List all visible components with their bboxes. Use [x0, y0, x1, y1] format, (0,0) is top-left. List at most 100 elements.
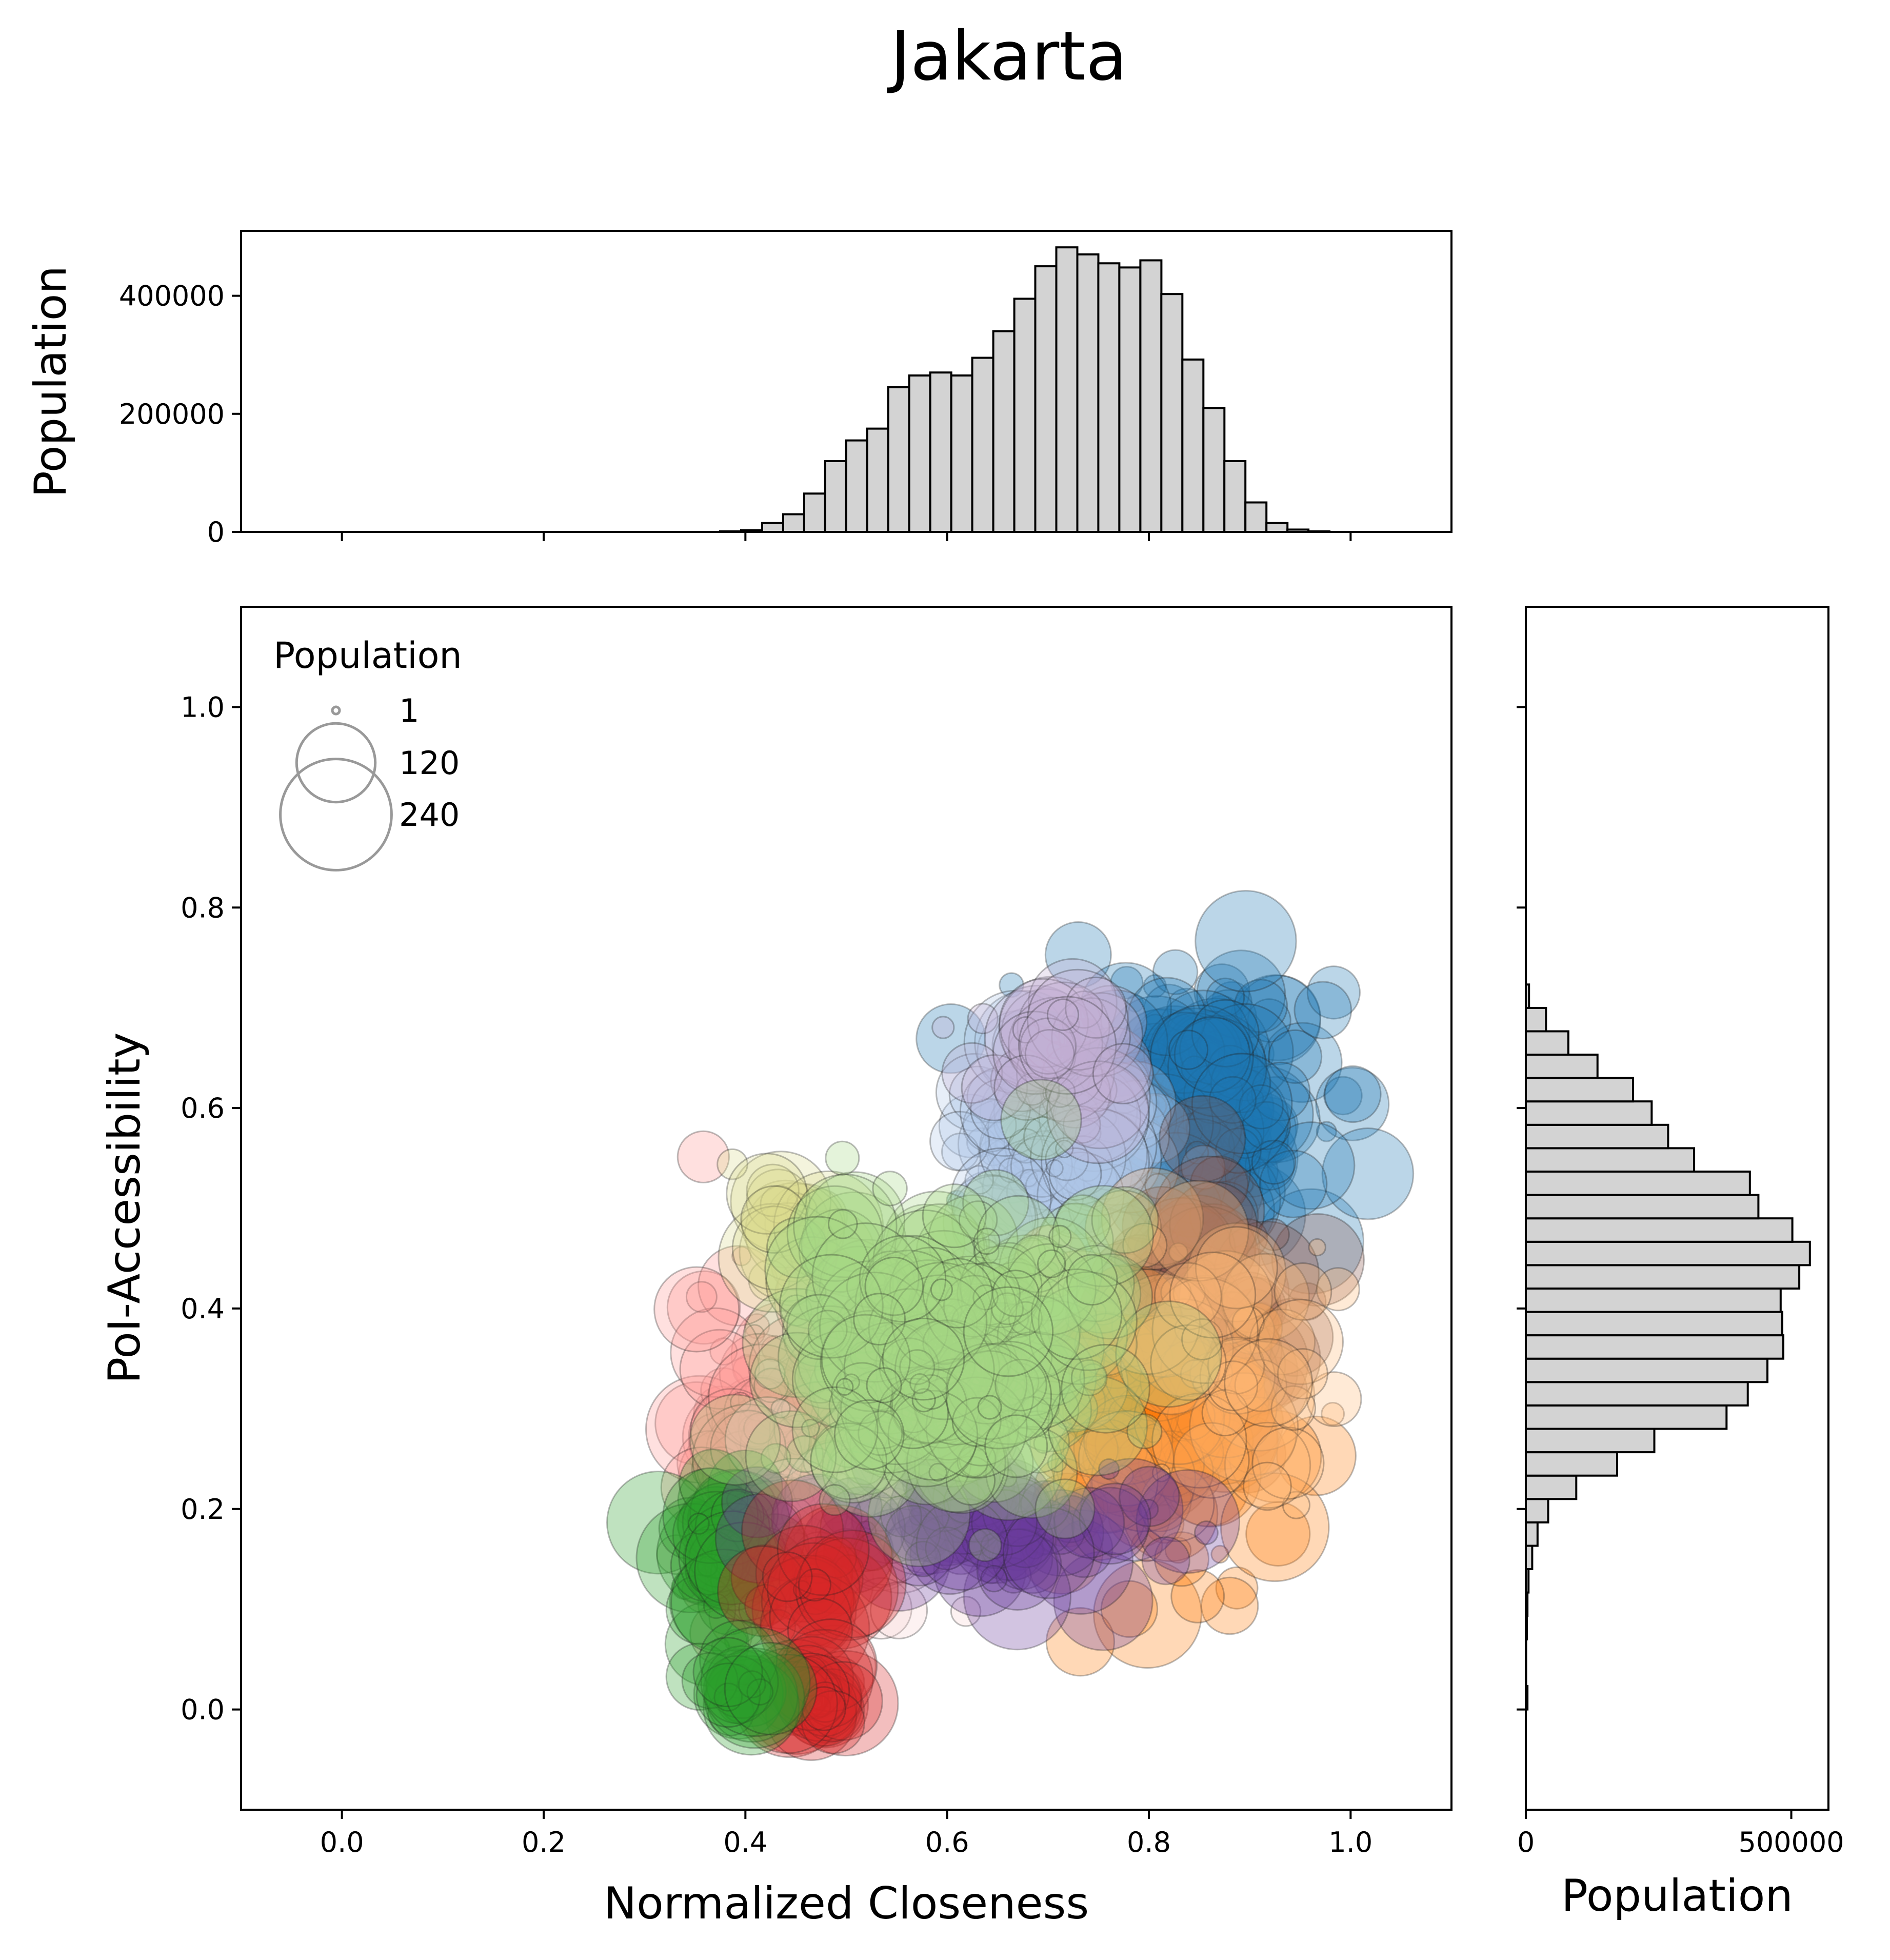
scatter-point	[835, 1288, 919, 1372]
scatter-point	[957, 1098, 1049, 1190]
scatter-point	[702, 1430, 791, 1519]
scatter-point	[964, 1420, 994, 1451]
scatter-point	[993, 1054, 1060, 1121]
scatter-xtick-label: 0.8	[1127, 1826, 1171, 1858]
top-histogram-bars	[719, 246, 1331, 533]
scatter-point	[909, 1514, 991, 1595]
scatter-point	[867, 1464, 971, 1568]
scatter-point	[846, 1265, 888, 1308]
scatter-point	[922, 1556, 940, 1575]
scatter-point	[1073, 985, 1148, 1060]
scatter-point	[797, 1319, 881, 1403]
scatter-point	[1019, 1499, 1075, 1555]
top-histogram-bar	[1181, 358, 1205, 533]
right-histogram-bar	[1525, 1451, 1618, 1477]
scatter-point	[1077, 1263, 1182, 1368]
scatter-point	[687, 1470, 790, 1574]
scatter-point	[737, 1525, 813, 1601]
scatter-point	[1028, 1057, 1120, 1149]
scatter-point	[1151, 1277, 1259, 1384]
scatter-point	[1055, 1055, 1131, 1131]
scatter-point	[773, 1666, 829, 1722]
scatter-point	[904, 1461, 925, 1483]
scatter-point	[1144, 1094, 1167, 1118]
scatter-point	[1147, 1180, 1249, 1282]
scatter-point	[1246, 1089, 1264, 1107]
scatter-point	[1040, 1105, 1128, 1192]
scatter-point	[1189, 1372, 1299, 1482]
scatter-point	[1067, 1253, 1153, 1340]
scatter-point	[953, 1350, 1011, 1409]
scatter-point	[874, 1383, 978, 1488]
scatter-point	[869, 1581, 928, 1639]
scatter-point	[945, 1343, 1052, 1450]
scatter-point	[1000, 1031, 1101, 1131]
scatter-point	[764, 1216, 871, 1322]
right-histogram-bar	[1525, 1030, 1569, 1056]
scatter-point	[1103, 1350, 1171, 1419]
scatter-point	[1093, 1167, 1117, 1191]
scatter-point	[925, 1526, 969, 1571]
scatter-point	[1164, 1011, 1266, 1113]
scatter-xtick-label: 0.4	[723, 1826, 767, 1858]
scatter-point	[765, 1236, 859, 1330]
scatter-point	[849, 1341, 878, 1370]
scatter-point	[853, 1329, 901, 1376]
scatter-point	[819, 1486, 906, 1573]
scatter-point	[1141, 1402, 1215, 1476]
scatter-point	[997, 1295, 1081, 1379]
scatter-point	[1203, 1124, 1262, 1183]
scatter-point	[1271, 1213, 1365, 1307]
scatter-point	[995, 1557, 1032, 1594]
scatter-point	[1118, 1488, 1143, 1513]
scatter-point	[749, 1377, 784, 1412]
scatter-point	[1239, 1084, 1284, 1130]
scatter-point	[1244, 1140, 1295, 1191]
scatter-point	[1019, 1295, 1070, 1345]
scatter-point	[954, 1343, 1026, 1416]
scatter-point	[1202, 1303, 1229, 1331]
scatter-point	[1116, 1359, 1216, 1458]
scatter-point	[1168, 1309, 1217, 1358]
scatter-point	[1054, 1059, 1161, 1166]
scatter-point	[764, 1183, 846, 1265]
scatter-point	[1122, 1022, 1190, 1091]
scatter-point	[982, 1138, 1085, 1241]
scatter-point	[808, 1348, 892, 1432]
scatter-point	[1041, 1107, 1150, 1217]
scatter-point	[781, 1498, 813, 1531]
scatter-point	[1034, 1110, 1065, 1141]
scatter-point	[1100, 1253, 1156, 1309]
scatter-point	[784, 1693, 803, 1713]
scatter-ytick-label: 0.0	[181, 1694, 225, 1726]
scatter-point	[851, 1487, 928, 1565]
scatter-point	[917, 1397, 981, 1461]
scatter-point	[920, 1255, 1021, 1356]
scatter-point	[1016, 1023, 1115, 1123]
legend-marker	[279, 758, 393, 872]
scatter-point	[1159, 1030, 1257, 1129]
scatter-point	[1153, 1245, 1207, 1298]
scatter-point	[709, 1542, 729, 1562]
scatter-point	[807, 1310, 848, 1350]
scatter-point	[882, 1251, 971, 1340]
scatter-point	[669, 1551, 769, 1652]
scatter-point	[1168, 1295, 1265, 1392]
scatter-point	[1159, 1175, 1222, 1238]
scatter-point	[980, 1139, 1007, 1166]
scatter-point	[1185, 1108, 1221, 1144]
scatter-point	[941, 1042, 1003, 1104]
scatter-point	[714, 1551, 758, 1595]
scatter-point	[912, 1483, 931, 1501]
top-histogram-bar	[950, 374, 973, 533]
scatter-point	[946, 1342, 1028, 1424]
scatter-point	[944, 1335, 977, 1367]
scatter-point	[1190, 1028, 1259, 1097]
scatter-point	[766, 1661, 827, 1723]
scatter-point	[1164, 1045, 1195, 1077]
scatter-point	[773, 1170, 884, 1281]
right-histogram: 0 500000 Population	[1517, 606, 1844, 1922]
scatter-point	[746, 1163, 800, 1217]
scatter-point	[1072, 1067, 1118, 1113]
scatter-point	[1236, 1087, 1274, 1126]
